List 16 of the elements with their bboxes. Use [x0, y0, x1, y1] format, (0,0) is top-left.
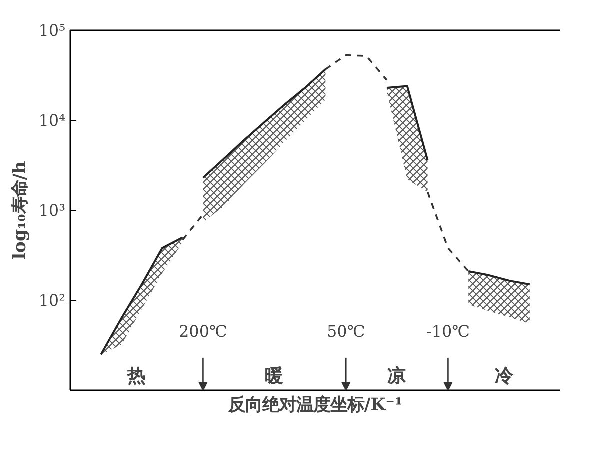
x-tick-label: -10℃	[426, 322, 470, 342]
annotation: 凉	[388, 364, 407, 387]
y-tick-label: 10²	[38, 291, 66, 310]
y-tick-label: 10⁴	[38, 111, 66, 130]
annotation: 热	[126, 364, 146, 387]
y-axis-title: log₁₀寿命/h	[10, 160, 31, 260]
line-series	[324, 54, 388, 82]
line-series	[202, 68, 327, 179]
x-tick-label: 200℃	[178, 322, 228, 342]
x-axis-title: 反向绝对温度坐标/K⁻¹	[227, 396, 403, 416]
line-series	[468, 270, 531, 286]
y-tick-label: 10³	[38, 201, 66, 220]
annotation: 冷	[494, 364, 515, 387]
x-tick-label: 50℃	[326, 322, 366, 342]
y-tick-label: 10⁵	[38, 21, 66, 40]
annotation: 暖	[265, 364, 284, 387]
